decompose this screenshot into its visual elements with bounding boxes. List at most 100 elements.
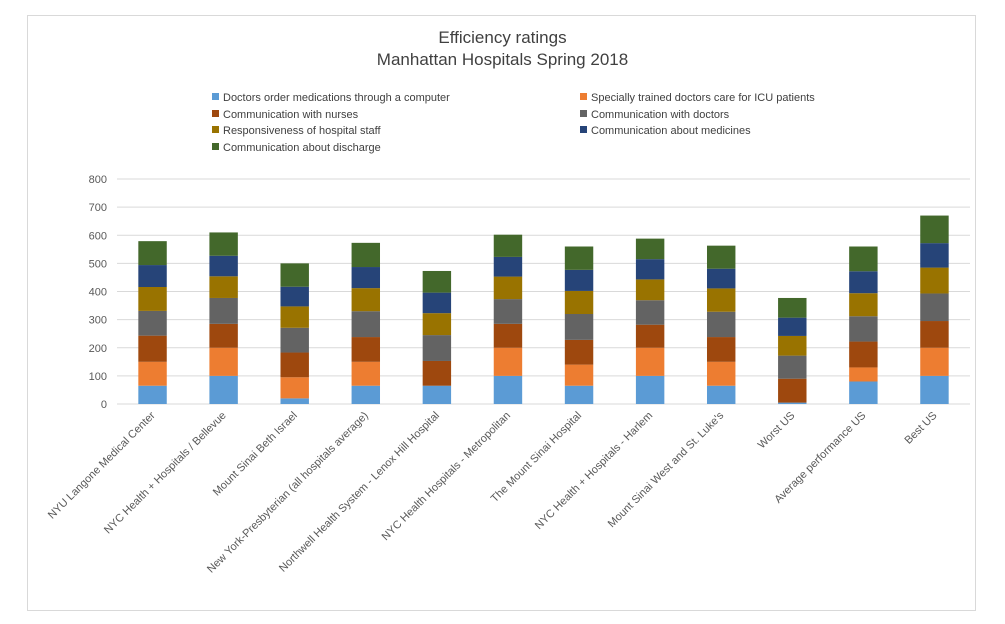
- bar-segment: [636, 259, 664, 279]
- bar-segment: [494, 299, 522, 324]
- bar-segment: [707, 362, 735, 386]
- x-tick-label: NYC Health + Hospitals - Harlem: [533, 410, 655, 532]
- bar-segment: [138, 241, 166, 265]
- bar-segment: [778, 318, 806, 336]
- y-tick-label: 100: [89, 371, 107, 383]
- bar-segment: [920, 243, 948, 267]
- bar-segment: [138, 265, 166, 287]
- bar-segment: [778, 336, 806, 356]
- bar-segment: [636, 279, 664, 300]
- bar-segment: [778, 379, 806, 403]
- bar-segment: [565, 340, 593, 365]
- y-tick-label: 200: [89, 343, 107, 355]
- bar-segment: [636, 300, 664, 324]
- bar-segment: [209, 348, 237, 376]
- bar-segment: [138, 311, 166, 336]
- bar-segment: [565, 291, 593, 314]
- x-tick-label: Worst US: [756, 410, 798, 452]
- y-tick-label: 400: [89, 287, 107, 299]
- bar-segment: [778, 298, 806, 318]
- bar-segment: [636, 239, 664, 260]
- bar-segment: [636, 348, 664, 376]
- x-tick-label: Northwell Health System - Lenox Hill Hos…: [277, 410, 442, 575]
- bar-segment: [849, 342, 877, 368]
- bar-segment: [280, 287, 308, 307]
- bar-segment: [209, 232, 237, 255]
- y-tick-label: 600: [89, 230, 107, 242]
- bar-segment: [565, 365, 593, 386]
- bar-segment: [565, 270, 593, 291]
- plot-area: 0100200300400500600700800NYU Langone Med…: [0, 0, 1005, 624]
- bar-segment: [849, 316, 877, 341]
- bar-segment: [707, 312, 735, 337]
- bar-segment: [494, 376, 522, 404]
- bar-segment: [209, 276, 237, 298]
- bar-segment: [209, 324, 237, 348]
- x-tick-label: Best US: [903, 410, 940, 447]
- x-tick-label: NYC Health Hospitals - Metropolitan: [380, 410, 513, 543]
- bar-segment: [494, 324, 522, 348]
- bar-segment: [209, 298, 237, 324]
- bar-segment: [920, 216, 948, 244]
- bar-segment: [423, 293, 451, 314]
- bar-segment: [209, 256, 237, 277]
- y-tick-label: 800: [89, 174, 107, 186]
- bar-segment: [849, 271, 877, 293]
- bar-segment: [280, 398, 308, 404]
- y-tick-label: 0: [101, 399, 107, 411]
- bar-segment: [636, 325, 664, 348]
- bar-segment: [423, 386, 451, 404]
- bar-segment: [138, 362, 166, 386]
- bar-segment: [707, 337, 735, 362]
- bar-segment: [352, 362, 380, 386]
- bar-segment: [707, 269, 735, 289]
- bar-segment: [849, 293, 877, 316]
- bar-segment: [423, 335, 451, 361]
- bar-segment: [849, 367, 877, 381]
- bar-segment: [280, 263, 308, 286]
- bar-segment: [352, 267, 380, 288]
- bar-segment: [494, 277, 522, 300]
- bar-segment: [423, 271, 451, 293]
- bar-segment: [849, 247, 877, 272]
- bar-segment: [280, 353, 308, 378]
- bar-segment: [565, 314, 593, 340]
- bar-segment: [849, 382, 877, 405]
- bar-segment: [778, 356, 806, 379]
- bar-segment: [138, 336, 166, 362]
- bar-segment: [423, 313, 451, 335]
- bar-segment: [778, 403, 806, 404]
- y-tick-label: 700: [89, 202, 107, 214]
- bar-segment: [494, 257, 522, 277]
- bar-segment: [280, 306, 308, 327]
- bar-segment: [920, 348, 948, 376]
- bar-segment: [920, 268, 948, 294]
- x-tick-label: Mount Sinai West and St. Luke's: [606, 409, 727, 530]
- bar-segment: [280, 377, 308, 398]
- bar-segment: [280, 328, 308, 353]
- y-tick-label: 300: [89, 315, 107, 327]
- bar-segment: [494, 235, 522, 257]
- bar-segment: [138, 287, 166, 311]
- bar-segment: [707, 288, 735, 311]
- bar-segment: [138, 386, 166, 404]
- bar-segment: [352, 311, 380, 337]
- x-tick-label: New York-Presbyterian (all hospitals ave…: [205, 410, 371, 576]
- bar-segment: [565, 386, 593, 404]
- bar-segment: [209, 376, 237, 404]
- bar-segment: [352, 243, 380, 267]
- bar-segment: [352, 337, 380, 362]
- bar-segment: [423, 361, 451, 386]
- bar-segment: [352, 288, 380, 311]
- bar-segment: [565, 247, 593, 270]
- bar-segment: [494, 348, 522, 376]
- bar-segment: [707, 246, 735, 269]
- x-tick-label: NYC Health + Hospitals / Bellevue: [102, 410, 229, 537]
- bar-segment: [920, 321, 948, 348]
- y-tick-label: 500: [89, 258, 107, 270]
- bar-segment: [920, 376, 948, 404]
- bar-segment: [707, 386, 735, 404]
- bar-segment: [636, 376, 664, 404]
- bar-segment: [920, 293, 948, 321]
- bar-segment: [352, 386, 380, 404]
